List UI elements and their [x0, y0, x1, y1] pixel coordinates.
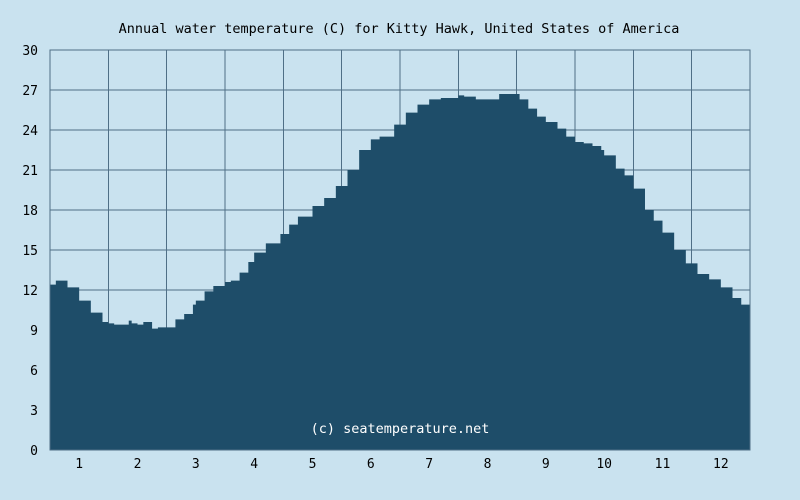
plot-border: [49, 49, 751, 451]
x-tick-label: 12: [713, 457, 729, 472]
x-tick-label: 1: [75, 457, 83, 472]
x-tick-label: 3: [192, 457, 200, 472]
y-tick-label: 0: [30, 444, 38, 459]
x-tick-label: 2: [134, 457, 142, 472]
y-tick-label: 3: [30, 404, 38, 419]
x-tick-label: 4: [250, 457, 258, 472]
y-tick-label: 24: [22, 124, 38, 139]
x-tick-label: 8: [484, 457, 492, 472]
watermark: (c) seatemperature.net: [311, 421, 490, 437]
y-tick-label: 27: [22, 84, 38, 99]
chart-title: Annual water temperature (C) for Kitty H…: [119, 21, 680, 37]
y-tick-label: 18: [22, 204, 38, 219]
x-tick-label: 10: [596, 457, 612, 472]
temperature-series-area: [50, 94, 750, 450]
y-tick-label: 30: [22, 44, 38, 59]
y-tick-label: 12: [22, 284, 38, 299]
x-tick-label: 9: [542, 457, 550, 472]
x-tick-label: 6: [367, 457, 375, 472]
temperature-area: [50, 94, 750, 450]
x-tick-label: 11: [655, 457, 671, 472]
y-tick-label: 9: [30, 324, 38, 339]
y-tick-label: 6: [30, 364, 38, 379]
x-tick-label: 5: [309, 457, 317, 472]
y-tick-label: 15: [22, 244, 38, 259]
plot-frame: [49, 49, 751, 451]
y-axis-ticks: 0 3 6 9 12 15 18 21 24 27 30: [22, 44, 38, 459]
x-tick-label: 7: [425, 457, 433, 472]
x-axis-ticks: 1 2 3 4 5 6 7 8 9 10 11 12: [75, 457, 728, 472]
y-tick-label: 21: [22, 164, 38, 179]
